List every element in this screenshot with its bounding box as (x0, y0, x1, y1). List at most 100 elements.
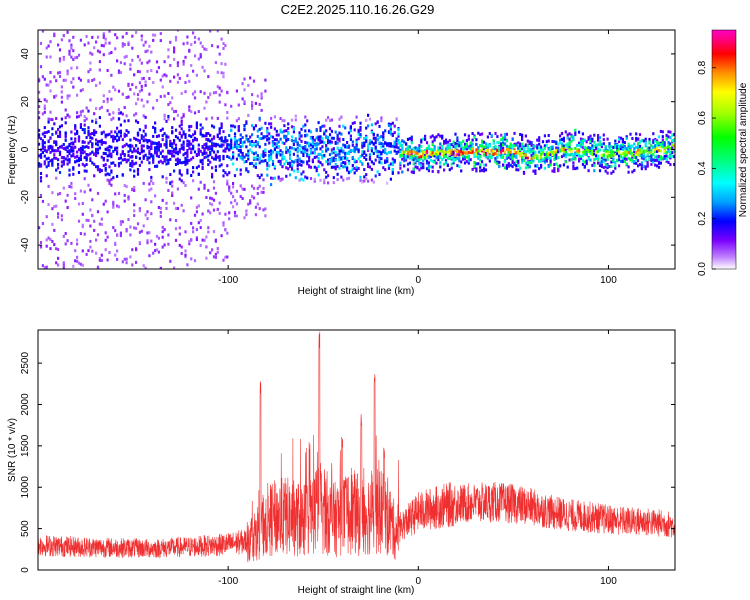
heatmap-cell (150, 153, 153, 157)
heatmap-cell (363, 150, 366, 154)
heatmap-cell (171, 184, 174, 188)
heatmap-cell (144, 132, 147, 136)
heatmap-cell (429, 165, 432, 169)
heatmap-cell (287, 161, 290, 165)
heatmap-cell (222, 71, 225, 75)
heatmap-cell (148, 149, 151, 153)
heatmap-cell (264, 214, 267, 218)
heatmap-cell (262, 178, 265, 182)
heatmap-cell (129, 155, 132, 159)
heatmap-cell (81, 263, 84, 267)
heatmap-cell (243, 88, 246, 92)
heatmap-cell (559, 141, 562, 145)
heatmap-cell (549, 152, 552, 156)
heatmap-cell (351, 167, 354, 171)
heatmap-cell (260, 153, 263, 157)
heatmap-cell (228, 189, 231, 193)
heatmap-cell (180, 143, 183, 147)
heatmap-cell (214, 61, 217, 65)
heatmap-cell (188, 105, 191, 109)
heatmap-cell (667, 145, 670, 149)
heatmap-cell (347, 161, 351, 165)
heatmap-cell (228, 143, 231, 147)
heatmap-cell (646, 160, 649, 164)
heatmap-cell (441, 157, 444, 161)
heatmap-cell (659, 149, 662, 153)
heatmap-cell (76, 242, 79, 246)
heatmap-cell (640, 150, 643, 154)
heatmap-cell (188, 239, 191, 243)
heatmap-cell (389, 142, 392, 146)
heatmap-cell (176, 162, 179, 166)
heatmap-cell (399, 166, 402, 170)
heatmap-cell (270, 125, 273, 129)
heatmap-cell (230, 104, 233, 108)
heatmap-cell (621, 145, 624, 149)
heatmap-cell (618, 154, 621, 158)
heatmap-cell (114, 243, 117, 246)
heatmap-cell (207, 96, 210, 99)
heatmap-cell (123, 193, 126, 197)
heatmap-cell (656, 140, 659, 144)
heatmap-cell (150, 50, 153, 54)
heatmap-cell (353, 121, 356, 125)
heatmap-cell (581, 140, 584, 144)
heatmap-cell (152, 81, 155, 84)
heatmap-cell (53, 95, 56, 99)
heatmap-cell (338, 131, 341, 135)
heatmap-cell (110, 118, 113, 122)
colorbar-tick-label: 0.4 (697, 161, 708, 175)
heatmap-cell (505, 147, 508, 151)
heatmap-cell (214, 168, 217, 172)
heatmap-cell (353, 167, 356, 170)
heatmap-cell (159, 210, 162, 214)
heatmap-cell (481, 142, 484, 146)
heatmap-cell (70, 154, 73, 158)
heatmap-cell (560, 147, 564, 151)
heatmap-cell (579, 154, 583, 158)
heatmap-cell (340, 132, 343, 136)
heatmap-cell (195, 153, 198, 156)
heatmap-cell (452, 140, 455, 144)
heatmap-cell (209, 133, 212, 137)
heatmap-cell (555, 162, 558, 166)
heatmap-cell (66, 193, 69, 197)
heatmap-cell (251, 150, 254, 154)
heatmap-cell (211, 175, 214, 179)
heatmap-cell (644, 137, 647, 141)
heatmap-cell (38, 98, 41, 102)
heatmap-cell (399, 141, 402, 145)
heatmap-cell (119, 220, 122, 224)
heatmap-cell (64, 242, 67, 246)
heatmap-cell (332, 159, 335, 162)
heatmap-cell (538, 138, 541, 142)
heatmap-cell (408, 149, 411, 153)
heatmap-cell (245, 213, 248, 217)
heatmap-cell (222, 42, 225, 46)
heatmap-cell (178, 150, 181, 154)
heatmap-cell (260, 95, 263, 99)
heatmap-cell (365, 173, 368, 177)
heatmap-cell (492, 149, 495, 153)
heatmap-cell (114, 253, 117, 257)
heatmap-cell (174, 143, 178, 147)
heatmap-cell (384, 168, 387, 172)
heatmap-cell (420, 162, 423, 166)
heatmap-cell (96, 233, 100, 237)
heatmap-cell (273, 142, 276, 146)
heatmap-cell (619, 136, 623, 140)
heatmap-cell (186, 139, 189, 143)
heatmap-cell (123, 43, 126, 47)
heatmap-cell (568, 143, 571, 147)
heatmap-cell (296, 154, 299, 158)
heatmap-cell (68, 144, 71, 148)
heatmap-cell (553, 158, 556, 161)
heatmap-cell (342, 138, 345, 141)
heatmap-cell (669, 130, 672, 134)
heatmap-cell (503, 133, 507, 136)
heatmap-cell (382, 136, 385, 140)
heatmap-cell (317, 156, 320, 160)
heatmap-cell (386, 142, 389, 146)
heatmap-cell (142, 43, 145, 47)
heatmap-cell (174, 219, 178, 222)
